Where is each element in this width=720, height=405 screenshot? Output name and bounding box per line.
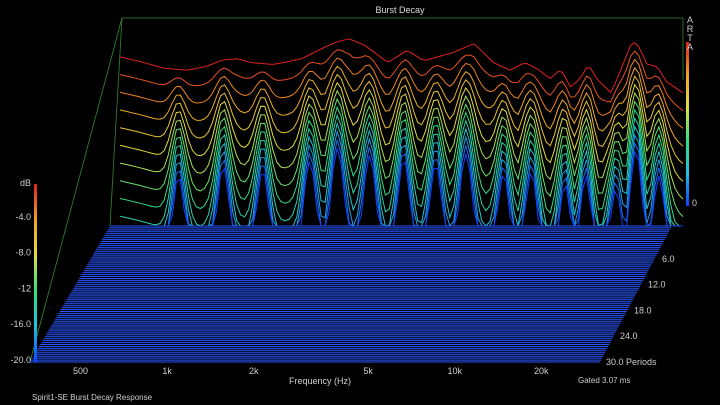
decay-slice-line (119, 105, 683, 227)
right-bar-zero: 0 (692, 198, 697, 208)
period-tick-label: 12.0 (648, 280, 666, 290)
decay-slice-line (120, 147, 683, 227)
decay-slice-line (119, 89, 684, 200)
frame-edge (29, 17, 123, 363)
footer-left: Spirit1-SE Burst Decay Response (32, 393, 153, 402)
decay-slice-line (119, 81, 684, 182)
db-tick-label: -20.0 (10, 355, 31, 365)
brand-letter-2: R (687, 24, 694, 34)
brand-letter-3: T (687, 33, 693, 43)
frame-edge (109, 17, 123, 227)
decay-slice-line (120, 129, 683, 228)
db-tick-label: -4.0 (15, 212, 31, 222)
arta-brand: A R T A (687, 15, 694, 52)
decay-slice-line (119, 65, 684, 147)
decay-slice-line (119, 97, 684, 217)
floor-grid (30, 225, 672, 363)
db-ticks: -4.0 -8.0 -12 -16.0 -20.0 (10, 212, 31, 365)
chart-title: Burst Decay (375, 5, 425, 15)
brand-letter-1: A (687, 15, 693, 25)
freq-tick-label: 1k (162, 366, 172, 376)
decay-slice-line (119, 73, 684, 164)
frequency-ticks: 500 1k 2k 5k 10k 20k (73, 366, 549, 376)
db-tick-label: -16.0 (10, 319, 31, 329)
decay-slice-line (119, 38, 684, 94)
period-tick-label: 24.0 (620, 331, 638, 341)
period-ticks: 6.0 12.0 18.0 24.0 30.0 Periods (606, 254, 675, 367)
decay-slice-line (120, 139, 683, 228)
freq-tick-label: 5k (363, 366, 373, 376)
plot-frame (29, 17, 684, 363)
period-tick-label: 18.0 (634, 305, 652, 315)
decay-slices (119, 38, 684, 228)
db-tick-label: -8.0 (15, 248, 31, 258)
db-color-bar (34, 184, 37, 362)
decay-slice-line (120, 121, 683, 227)
period-tick-label: 30.0 Periods (606, 357, 657, 367)
db-tick-label: -12 (18, 283, 31, 293)
right-color-bar (686, 42, 689, 206)
brand-letter-4: A (687, 42, 693, 52)
decay-slice-line (119, 49, 684, 112)
decay-slice-line (119, 57, 684, 129)
decay-slice-line (119, 113, 683, 227)
freq-tick-label: 2k (249, 366, 259, 376)
period-tick-label: 6.0 (662, 254, 675, 264)
freq-tick-label: 20k (534, 366, 549, 376)
freq-tick-label: 10k (447, 366, 462, 376)
db-axis-label: dB (20, 178, 31, 188)
x-axis-label: Frequency (Hz) (289, 376, 351, 386)
freq-tick-label: 500 (73, 366, 88, 376)
footer-right: Gated 3.07 ms (578, 376, 631, 385)
